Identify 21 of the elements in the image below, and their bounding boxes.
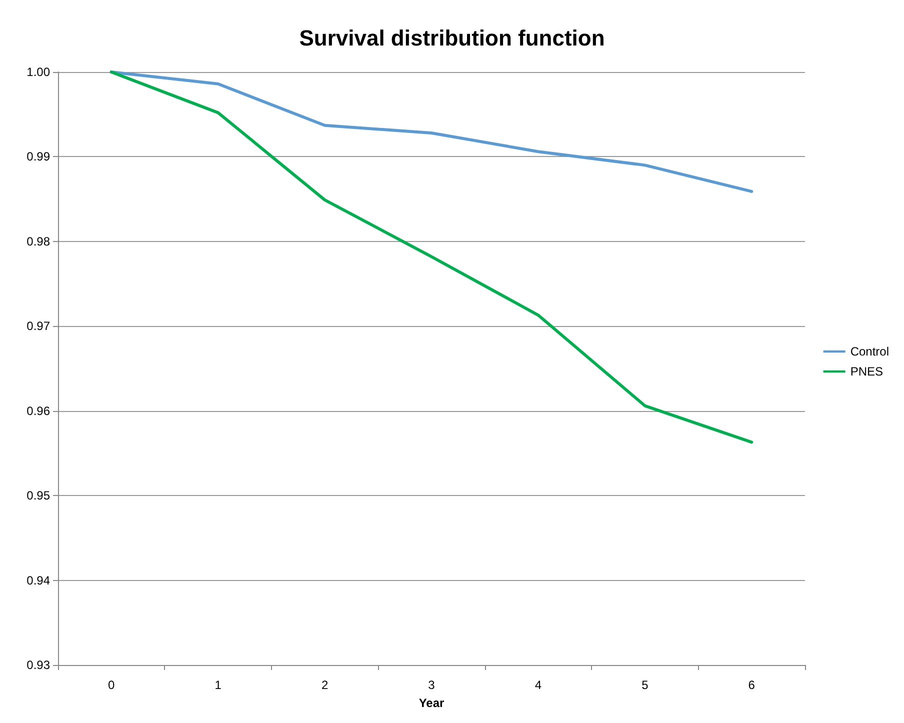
x-tick-label: 3 <box>428 678 436 692</box>
y-tick-label: 0.96 <box>26 404 50 418</box>
legend-label: PNES <box>850 364 884 378</box>
chart-title: Survival distribution function <box>299 26 605 50</box>
y-tick-label: 0.97 <box>26 319 50 334</box>
x-tick-label: 1 <box>214 678 222 692</box>
y-tick-label: 0.93 <box>26 658 50 672</box>
y-tick-label: 0.94 <box>26 573 50 588</box>
line-series <box>110 70 754 193</box>
x-tick-label: 6 <box>748 678 756 692</box>
legend-label: Control <box>850 344 890 358</box>
x-tick-label: 2 <box>321 678 328 692</box>
line-series <box>110 70 754 444</box>
y-tick-label: 0.98 <box>26 234 50 248</box>
y-tick-label: 0.95 <box>26 488 50 503</box>
x-axis-title: Year <box>418 696 445 710</box>
x-tick-label: 5 <box>642 678 649 692</box>
x-tick-label: 0 <box>108 678 116 692</box>
y-tick-label: 0.99 <box>26 150 50 164</box>
y-tick-label: 1.00 <box>26 65 50 79</box>
x-tick-label: 4 <box>534 678 542 692</box>
